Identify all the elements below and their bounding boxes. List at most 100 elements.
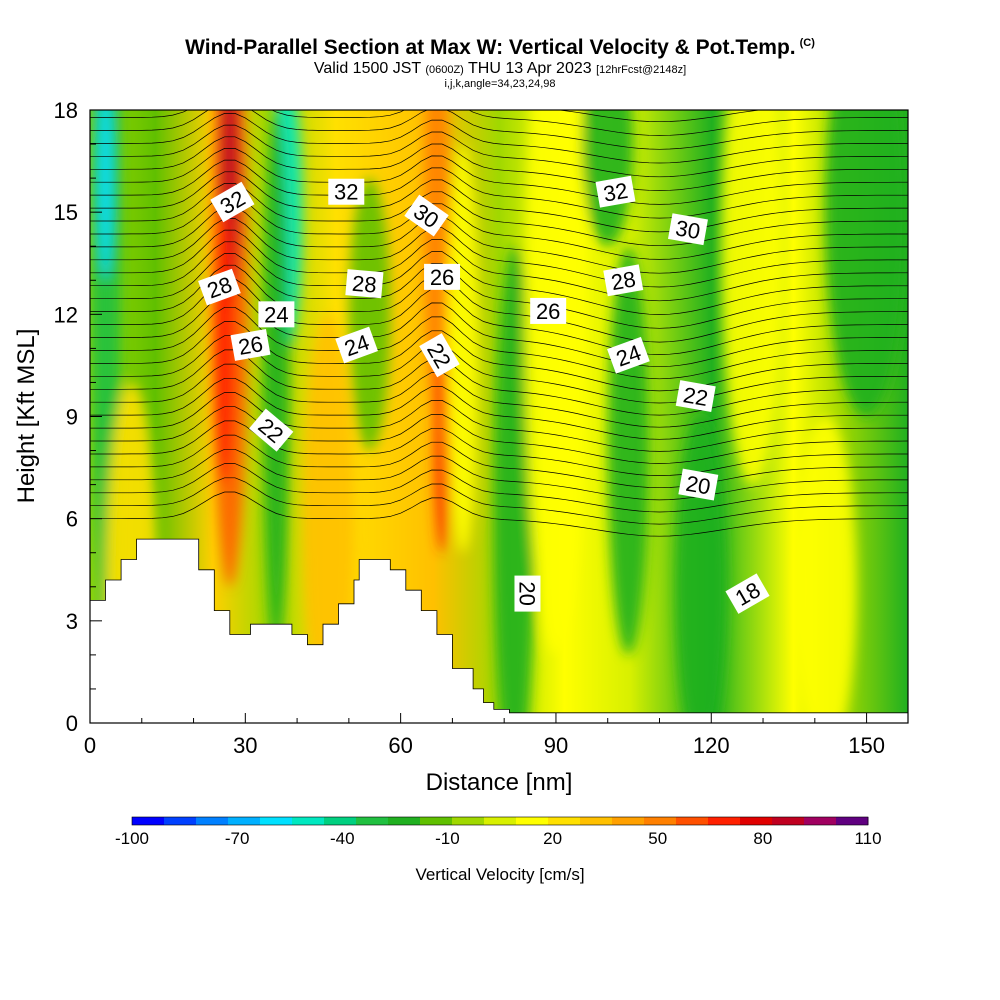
contour-label-text: 24 <box>264 302 288 327</box>
contour-label-box <box>335 326 378 364</box>
contour-label-text: 28 <box>609 266 637 295</box>
contour-label-box <box>725 573 770 614</box>
theta-contour-line <box>90 434 908 489</box>
velocity-cell <box>581 110 634 247</box>
x-tick-label: 120 <box>693 733 730 758</box>
theta-contour-line <box>90 136 908 191</box>
colorbar-swatch <box>388 817 421 825</box>
x-tick-label: 60 <box>388 733 412 758</box>
contour-label-text: 20 <box>514 581 539 605</box>
contour-label-text: 28 <box>351 271 378 298</box>
theta-contour-line <box>90 113 908 164</box>
theta-contour-line <box>90 321 908 392</box>
colorbar-swatch <box>612 817 645 825</box>
colorbar-swatch <box>356 817 389 825</box>
contour-label: 28 <box>345 269 384 299</box>
contour-label: 24 <box>258 301 295 328</box>
colorbar-tick-label: 50 <box>648 829 667 848</box>
theta-contour-line <box>90 420 908 476</box>
theta-contour-line <box>90 110 908 136</box>
theta-contour-line <box>90 448 908 501</box>
colorbar-swatch <box>324 817 357 825</box>
contour-label-box <box>603 264 644 297</box>
velocity-cell <box>825 110 908 417</box>
contour-label-box <box>198 268 241 306</box>
contour-label-box <box>230 329 271 361</box>
contour-label-box <box>258 301 295 328</box>
contour-label: 22 <box>675 380 716 412</box>
contour-label-text: 22 <box>681 382 709 411</box>
contour-label: 26 <box>530 297 567 324</box>
contour-label-box <box>404 194 449 237</box>
copyright-mark: (C) <box>799 37 815 49</box>
velocity-cell <box>447 144 479 553</box>
theta-contour-line <box>90 171 908 233</box>
theta-contour-line <box>90 253 908 329</box>
colorbar-swatch <box>644 817 677 825</box>
colorbar-swatch <box>516 817 549 825</box>
y-axis: 0 3 6 9 12 15 18 <box>54 98 102 736</box>
velocity-cell <box>348 178 391 451</box>
contour-label-text: 32 <box>601 178 629 207</box>
theta-contour-line <box>90 124 908 178</box>
contour-label-text: 32 <box>334 180 358 205</box>
colorbar-swatch <box>292 817 325 825</box>
colorbar-swatch <box>836 817 869 825</box>
colorbar-tick-label: -70 <box>225 829 250 848</box>
theta-contour-line <box>90 377 908 440</box>
velocity-cell <box>214 212 235 485</box>
velocity-cell <box>524 110 588 655</box>
theta-contour-line <box>90 306 908 380</box>
velocity-cell <box>675 416 727 723</box>
theta-contour-line <box>90 392 908 452</box>
y-tick-label: 9 <box>66 405 78 430</box>
colorbar-tick-label: 110 <box>854 829 881 848</box>
colorbar-tick-label: 80 <box>753 829 772 848</box>
x-tick-label: 90 <box>544 733 568 758</box>
contour-label-text: 26 <box>430 265 454 290</box>
colorbar-tick-label: -10 <box>435 829 460 848</box>
colorbar-tick-label: -40 <box>330 829 355 848</box>
velocity-field <box>90 110 908 723</box>
y-axis-title: Height [Kft MSL] <box>13 329 40 504</box>
x-axis-title: Distance [nm] <box>426 769 573 796</box>
y-tick-label: 18 <box>54 98 78 123</box>
theta-contour-line <box>90 264 908 343</box>
velocity-cell <box>721 110 784 485</box>
theta-contour-line <box>90 241 908 315</box>
theta-contour-line <box>90 463 908 513</box>
x-tick-label: 150 <box>848 733 885 758</box>
velocity-cell <box>263 110 290 655</box>
x-axis: 0 30 60 90 120 150 <box>84 713 885 758</box>
y-tick-label: 0 <box>66 711 78 736</box>
contour-label-text: 30 <box>674 215 702 244</box>
x-tick-label: 0 <box>84 733 96 758</box>
colorbar-swatch <box>260 817 293 825</box>
terrain <box>90 538 908 723</box>
contour-label-box <box>419 333 460 378</box>
colorbar-swatch <box>164 817 197 825</box>
theta-contour-line <box>90 229 908 302</box>
contour-label-box <box>249 408 294 452</box>
contour-label-box <box>514 575 541 612</box>
contour-label-box <box>678 468 719 501</box>
colorbar-swatch <box>452 817 485 825</box>
theta-contour-line <box>90 183 908 247</box>
theta-contour-line <box>90 477 908 525</box>
contour-label-box <box>345 269 384 299</box>
colorbar-tick-label: -100 <box>115 829 149 848</box>
theta-contour-line <box>90 406 908 464</box>
contour-label-text: 26 <box>236 331 264 360</box>
colorbar-swatch <box>772 817 805 825</box>
contour-label-box <box>530 297 567 324</box>
colorbar-swatch <box>420 817 453 825</box>
theta-contour-line <box>90 148 908 205</box>
colorbar: -100 -70 -40 -10 20 50 80 110 <box>115 816 882 848</box>
colorbar-swatch <box>804 817 837 825</box>
contour-label-box <box>667 213 708 246</box>
colorbar-swatch <box>484 817 517 825</box>
velocity-cell <box>97 110 114 281</box>
y-tick-label: 3 <box>66 609 78 634</box>
contour-label-box <box>328 178 365 205</box>
